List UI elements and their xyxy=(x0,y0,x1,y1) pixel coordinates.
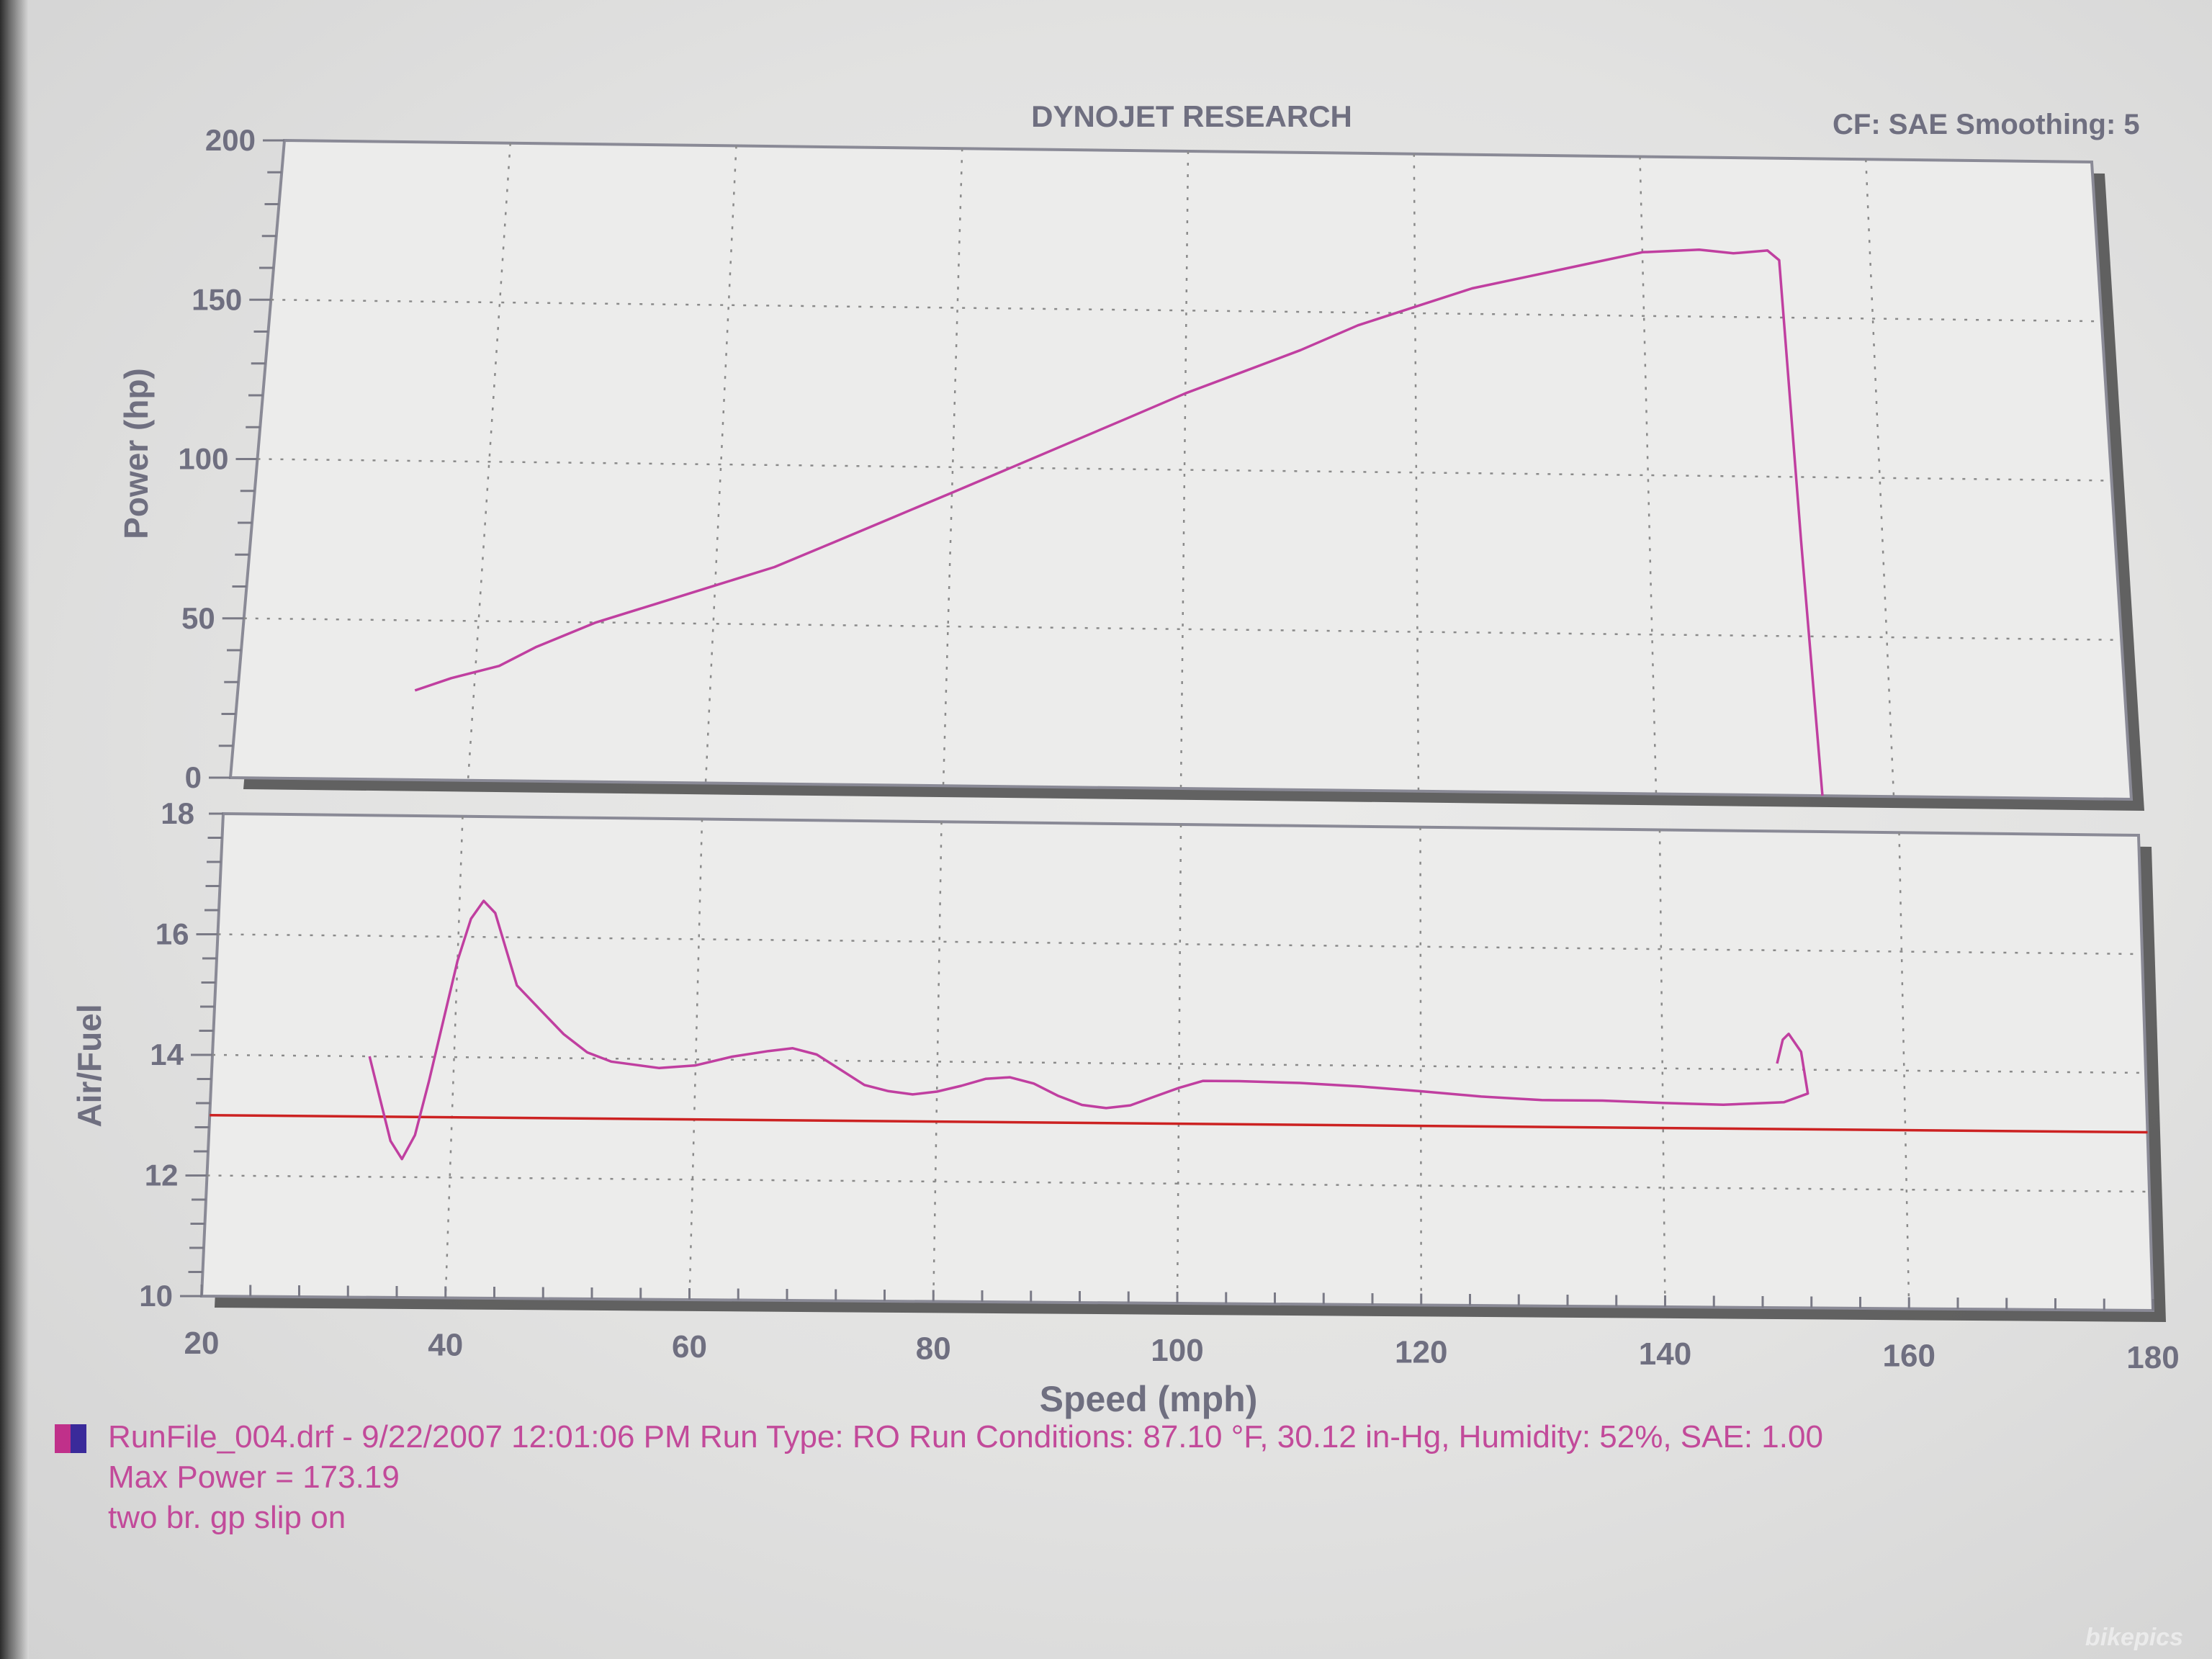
air-fuel-panel: 10 12 14 16 18 20 40 60 80 100 120 140 160 180 Speed (… xyxy=(71,796,2180,1419)
run-note-text: two br. gp slip on xyxy=(108,1500,346,1535)
x-tick-label: 60 xyxy=(672,1329,707,1364)
x-tick-label: 180 xyxy=(2126,1340,2179,1375)
watermark-logo: bikepics xyxy=(2085,1624,2183,1651)
chart-settings: CF: SAE Smoothing: 5 xyxy=(1833,109,2140,140)
grid-line-x xyxy=(1413,153,1420,791)
y-tick-label: 10 xyxy=(139,1279,173,1313)
y-tick-label: 12 xyxy=(145,1159,179,1192)
x-tick-label: 160 xyxy=(1883,1339,1936,1374)
grid-line-x xyxy=(1179,150,1190,789)
grid-line-y xyxy=(257,458,2112,482)
x-tick-label: 80 xyxy=(916,1331,951,1367)
grid-line-x xyxy=(704,145,737,783)
series-line xyxy=(414,248,1824,796)
grid-line-y xyxy=(207,1174,2150,1193)
y-tick-label: 50 xyxy=(181,601,215,635)
grid-line-y xyxy=(217,933,2143,956)
x-tick-label: 120 xyxy=(1395,1335,1447,1370)
x-tick-label: 140 xyxy=(1639,1336,1691,1372)
chart-title: DYNOJET RESEARCH xyxy=(1031,99,1352,133)
grid-line-x xyxy=(467,143,511,781)
paper-edge-shadow xyxy=(0,0,29,1659)
y-tick-label: 200 xyxy=(205,123,256,157)
run-info-text: RunFile_004.drf - 9/22/2007 12:01:06 PM … xyxy=(108,1419,1823,1455)
grid-line-y xyxy=(243,617,2122,641)
grid-line-x xyxy=(942,148,963,786)
y-tick-label: 150 xyxy=(192,282,242,316)
y-tick-label: 16 xyxy=(156,917,189,951)
y-axis-label: Power (hp) xyxy=(117,368,155,539)
run-color-swatch xyxy=(55,1424,86,1453)
grid-line-x xyxy=(1865,159,1895,797)
y-tick-label: 14 xyxy=(150,1038,184,1071)
run-footer: RunFile_004.drf - 9/22/2007 12:01:06 PM … xyxy=(55,1417,1823,1538)
y-axis-label: Air/Fuel xyxy=(71,1004,108,1127)
y-tick-label: 18 xyxy=(161,796,194,830)
x-axis-label: Speed (mph) xyxy=(1040,1379,1258,1419)
grid-line-x xyxy=(1639,156,1658,794)
power-panel: 0 50 100 150 200 Power (hp) xyxy=(117,123,2144,811)
target-afr-line xyxy=(210,1114,2148,1134)
series-line xyxy=(368,899,1809,1161)
x-tick-label: 100 xyxy=(1151,1333,1203,1368)
y-tick-label: 0 xyxy=(185,760,202,794)
max-power-text: Max Power = 173.19 xyxy=(108,1460,400,1495)
x-tick-label: 40 xyxy=(428,1328,463,1363)
x-tick-label: 20 xyxy=(184,1326,220,1361)
panel-frame xyxy=(199,811,2155,1313)
y-tick-label: 100 xyxy=(178,442,228,476)
